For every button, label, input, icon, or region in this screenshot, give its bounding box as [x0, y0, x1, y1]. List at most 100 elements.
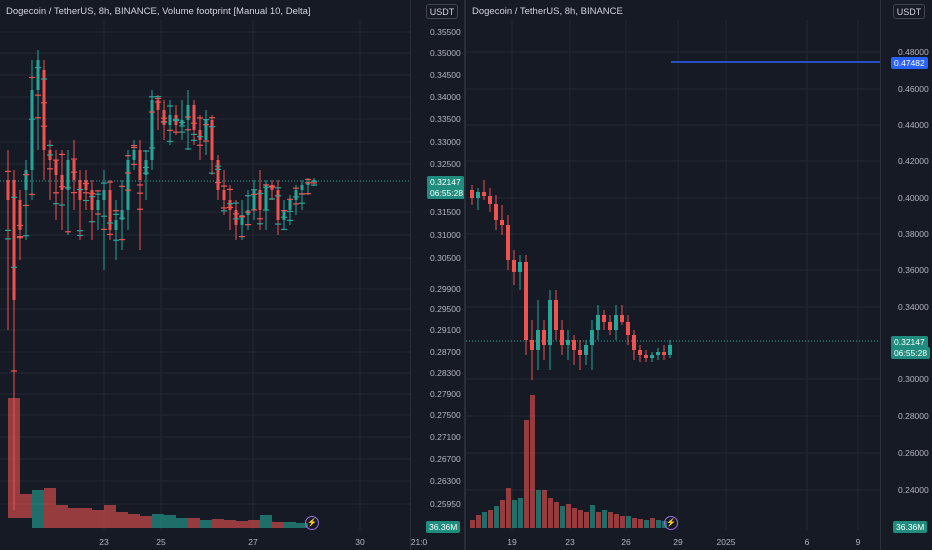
- candle-body: [614, 315, 618, 330]
- candle-body: [252, 190, 256, 210]
- right-time-tick: 26: [621, 537, 631, 547]
- footprint-tick: [137, 208, 143, 210]
- footprint-tick: [257, 218, 263, 220]
- footprint-tick: [107, 222, 113, 224]
- candle-body: [66, 160, 70, 190]
- footprint-tick: [287, 198, 293, 200]
- footprint-tick: [101, 182, 107, 184]
- candle-body: [168, 115, 172, 125]
- footprint-tick: [149, 147, 155, 149]
- footprint-tick: [215, 165, 221, 167]
- volume-bar: [560, 506, 565, 528]
- left-price-tick: 0.28700: [430, 347, 461, 357]
- footprint-tick: [311, 184, 317, 186]
- candle-body: [204, 120, 208, 140]
- volume-bar: [530, 395, 535, 528]
- volume-bar: [68, 508, 80, 528]
- footprint-tick: [263, 184, 269, 186]
- volume-bar: [596, 512, 601, 528]
- candle-body: [488, 196, 492, 204]
- right-price-axis[interactable]: 0.48000 0.46000 0.44000 0.42000 0.40000 …: [880, 0, 929, 550]
- footprint-tick: [65, 231, 71, 233]
- right-chart-pane[interactable]: Dogecoin / TetherUS, 8h, BINANCE USDT 0.…: [466, 0, 932, 550]
- right-volume-label: 36.36M: [893, 521, 928, 533]
- footprint-tick: [209, 117, 215, 119]
- candle-body: [90, 190, 94, 210]
- volume-bar: [488, 510, 493, 528]
- footprint-tick: [101, 228, 107, 230]
- footprint-tick: [101, 215, 107, 217]
- footprint-tick: [281, 228, 287, 231]
- footprint-tick: [257, 223, 263, 225]
- right-chart-canvas[interactable]: [466, 0, 932, 550]
- footprint-tick: [17, 224, 23, 227]
- footprint-tick: [179, 125, 185, 127]
- footprint-tick: [11, 196, 17, 198]
- volume-bar: [650, 518, 655, 528]
- candle-body: [264, 185, 268, 210]
- left-chart-pane[interactable]: Dogecoin / TetherUS, 8h, BINANCE, Volume…: [0, 0, 467, 550]
- candle-body: [560, 330, 564, 345]
- candle-body: [72, 160, 76, 180]
- lightning-icon[interactable]: ⚡: [305, 516, 319, 530]
- footprint-tick: [197, 144, 203, 146]
- candle-body: [234, 210, 238, 225]
- left-currency-button[interactable]: USDT: [426, 4, 458, 19]
- candle-body: [150, 100, 154, 160]
- footprint-tick: [293, 196, 299, 198]
- candle-body: [482, 192, 486, 196]
- candle-body: [548, 300, 552, 345]
- volume-bar: [152, 514, 164, 528]
- footprint-tick: [35, 94, 41, 96]
- left-time-tick: 30: [355, 537, 365, 547]
- candle-body: [216, 160, 220, 190]
- left-price-axis[interactable]: 0.35500 0.35000 0.34500 0.34000 0.33500 …: [410, 0, 461, 550]
- footprint-tick: [95, 190, 101, 192]
- candle-body: [18, 200, 22, 230]
- left-chart-canvas[interactable]: [0, 0, 464, 550]
- candle-body: [470, 190, 474, 198]
- footprint-tick: [71, 171, 77, 173]
- pane-divider[interactable]: [464, 0, 466, 550]
- candle-body: [590, 330, 594, 345]
- lightning-icon[interactable]: ⚡: [664, 516, 678, 530]
- right-price-tick: 0.42000: [898, 156, 929, 166]
- footprint-tick: [41, 125, 47, 127]
- candle-body: [608, 322, 612, 330]
- right-currency-button[interactable]: USDT: [893, 4, 925, 19]
- footprint-tick: [71, 192, 77, 194]
- right-chart-title: Dogecoin / TetherUS, 8h, BINANCE: [472, 6, 623, 17]
- footprint-tick: [185, 129, 191, 131]
- volume-bar: [638, 519, 643, 528]
- footprint-tick: [239, 236, 245, 238]
- footprint-tick: [125, 172, 131, 174]
- right-time-tick: 9: [855, 537, 861, 547]
- footprint-tick: [41, 102, 47, 104]
- footprint-tick: [167, 105, 173, 107]
- volume-bar: [578, 510, 583, 528]
- footprint-tick: [173, 118, 179, 120]
- footprint-tick: [89, 192, 95, 195]
- candle-body: [542, 330, 546, 345]
- volume-bar: [20, 494, 32, 518]
- volume-bar: [608, 512, 613, 528]
- footprint-tick: [125, 155, 131, 157]
- volume-bar: [92, 510, 104, 528]
- volume-bar: [248, 520, 260, 528]
- candle-body: [156, 100, 160, 110]
- footprint-tick: [77, 188, 83, 191]
- right-price-tick: 0.46000: [898, 84, 929, 94]
- volume-bar: [620, 516, 625, 528]
- footprint-tick: [287, 210, 293, 213]
- candle-body: [530, 340, 534, 350]
- footprint-tick: [137, 192, 143, 194]
- candle-body: [84, 180, 88, 190]
- footprint-tick: [275, 187, 281, 189]
- footprint-tick: [197, 117, 203, 119]
- candle-body: [506, 225, 510, 260]
- volume-bar: [260, 515, 272, 528]
- candle-body: [554, 300, 558, 330]
- volume-bar: [104, 505, 116, 528]
- footprint-tick: [161, 117, 167, 119]
- footprint-tick: [209, 172, 215, 174]
